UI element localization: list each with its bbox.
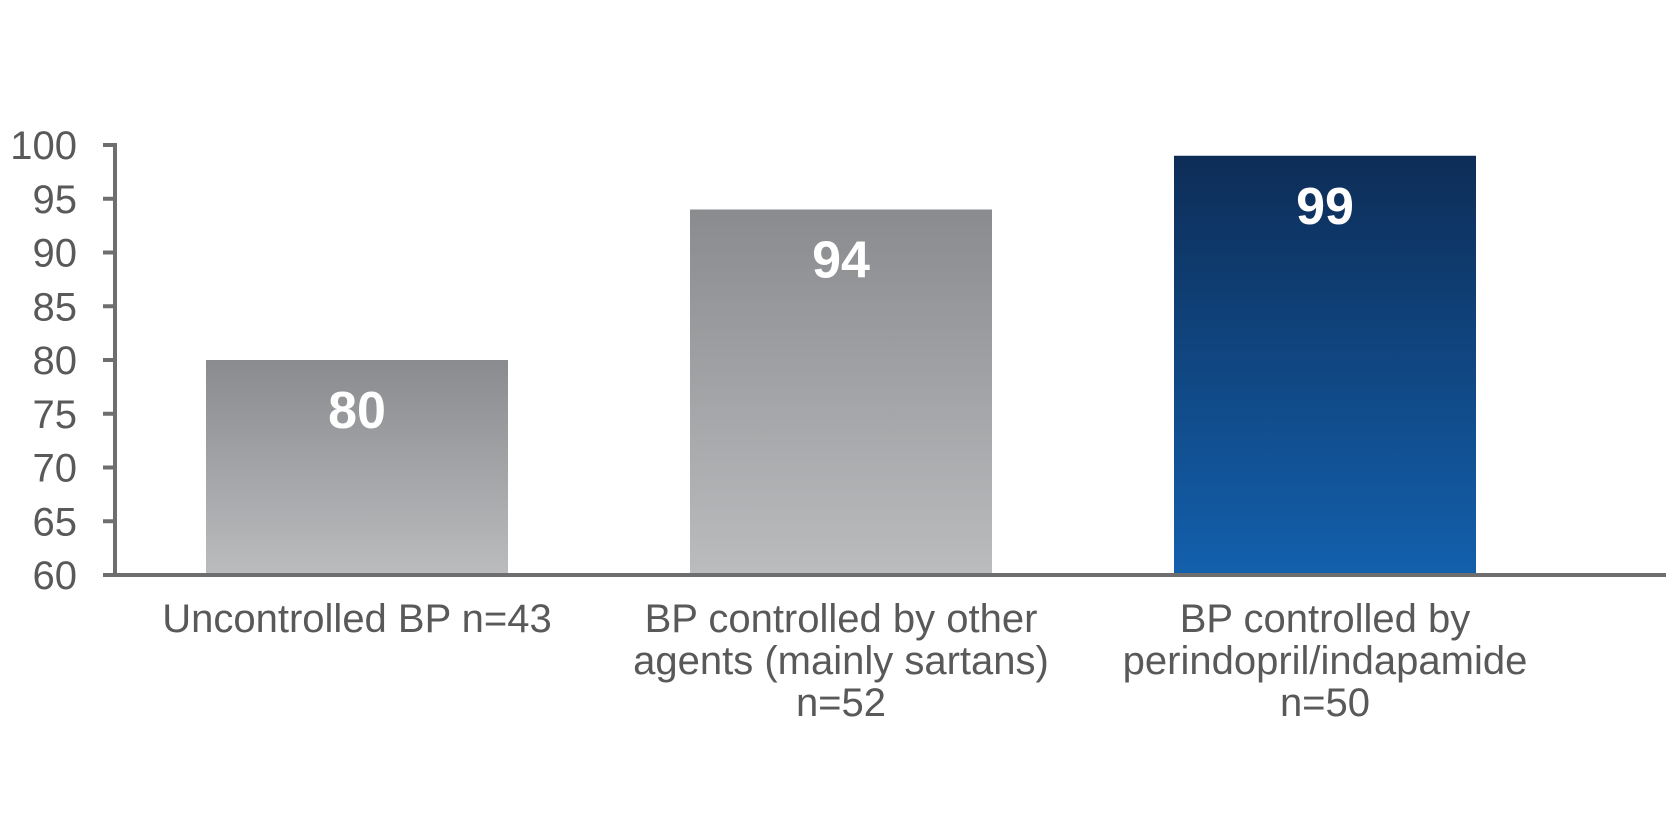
x-category-label-line: agents (mainly sartans) [633,639,1049,683]
y-axis: 60 65 70 75 80 85 90 95 100 [10,124,117,598]
bar-3 [1174,155,1476,575]
y-tick-label: 90 [33,232,78,276]
bars-layer [206,155,1476,575]
y-tick-label: 85 [33,285,78,329]
x-category-label-line: BP controlled by other [645,597,1038,641]
x-axis: Uncontrolled BP n=43 BP controlled by oth… [103,573,1666,725]
x-category-label-line: perindopril/indapamide [1123,639,1528,683]
x-category-label-2: BP controlled by other agents (mainly sar… [633,597,1049,725]
bar-value-label-3: 99 [1296,178,1354,236]
y-tick-label: 60 [33,554,78,598]
y-tick-label: 75 [33,393,78,437]
x-category-label-line: BP controlled by [1180,597,1471,641]
bar-2 [690,209,992,575]
y-tick-label: 80 [33,339,78,383]
data-labels-layer: 80 94 99 [328,178,1354,440]
x-category-label-line: n=50 [1280,681,1370,725]
bar-value-label-1: 80 [328,382,386,440]
x-category-label-3: BP controlled by perindopril/indapamide n=… [1123,597,1528,725]
y-tick-label: 100 [10,124,77,168]
x-category-label-line: Uncontrolled BP n=43 [162,597,552,641]
x-category-label-1: Uncontrolled BP n=43 [162,597,552,641]
bar-value-label-2: 94 [812,232,870,290]
y-tick-label: 65 [33,500,78,544]
y-tick-label: 70 [33,447,78,491]
x-category-label-line: n=52 [796,681,886,725]
y-tick-label: 95 [33,178,78,222]
bar-1 [206,360,508,575]
